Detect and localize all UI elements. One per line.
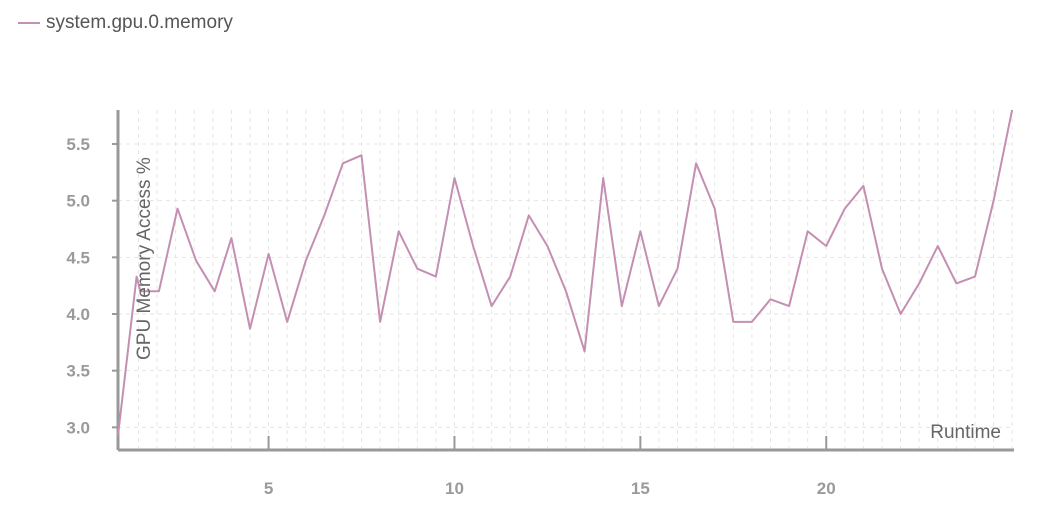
x-tick-label: 20 xyxy=(817,479,836,498)
y-tick-label: 5.0 xyxy=(66,192,90,211)
y-axis-title: GPU Memory Access % xyxy=(134,157,155,360)
legend-label: system.gpu.0.memory xyxy=(46,12,233,33)
y-tick-label: 4.0 xyxy=(66,305,90,324)
y-tick-label: 4.5 xyxy=(66,248,90,267)
x-axis-title: Runtime xyxy=(930,422,1001,443)
legend-swatch xyxy=(18,22,40,24)
y-ticks: 3.0 3.5 4.0 4.5 5.0 5.5 xyxy=(66,135,118,437)
grid xyxy=(118,110,1014,450)
axes xyxy=(116,110,1014,452)
x-tick-label: 10 xyxy=(445,479,464,498)
y-tick-label: 3.5 xyxy=(66,362,90,381)
x-tick-label: 15 xyxy=(631,479,650,498)
legend[interactable]: system.gpu.0.memory xyxy=(18,12,233,34)
y-tick-label: 5.5 xyxy=(66,135,90,154)
x-tick-label: 5 xyxy=(264,479,273,498)
series-lines xyxy=(117,109,1014,436)
series-line-system-gpu-0-memory xyxy=(117,109,1014,436)
y-tick-label: 3.0 xyxy=(66,418,90,437)
x-ticks: 5 10 15 20 xyxy=(264,436,836,498)
